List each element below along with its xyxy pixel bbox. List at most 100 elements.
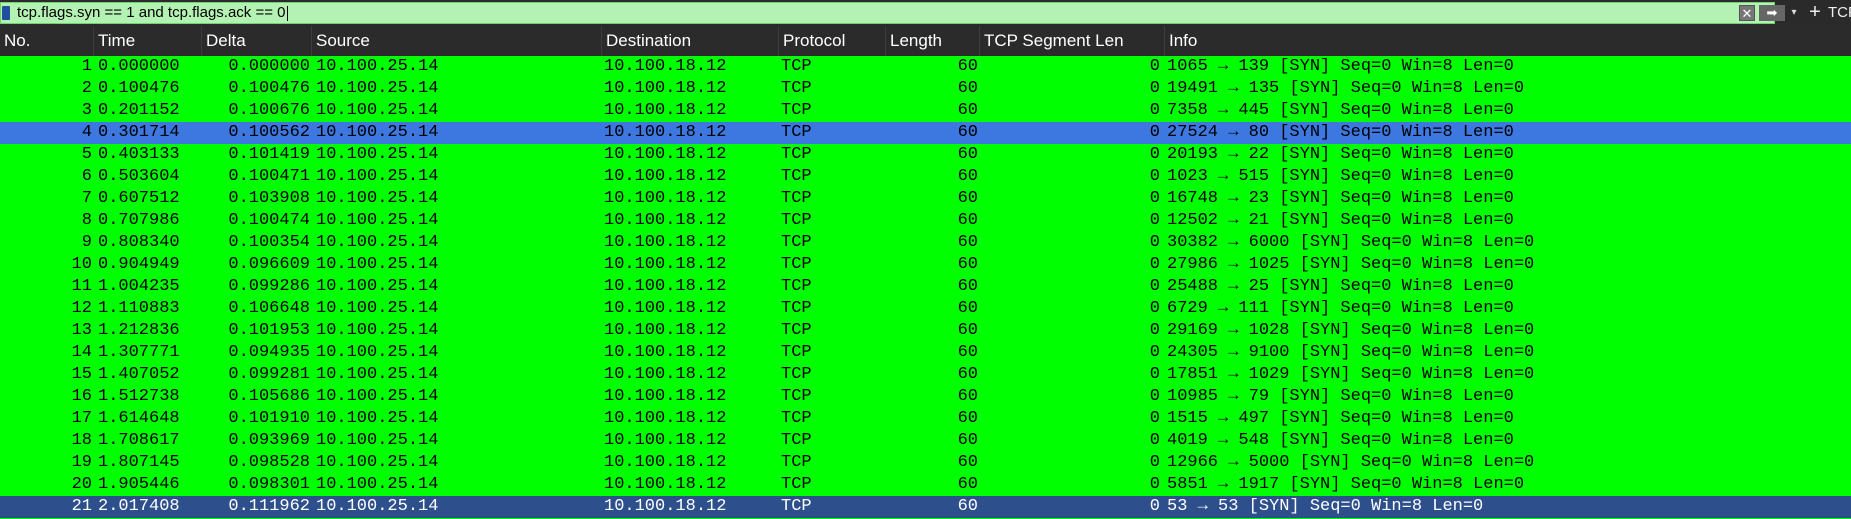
packet-row[interactable]: 16 1.512738 0.105686 10.100.25.14 10.100.18.… (0, 386, 1851, 408)
packet-row[interactable]: 11 1.004235 0.099286 10.100.25.14 10.100.18.… (0, 276, 1851, 298)
packet-destination: 10.100.18.12 (604, 475, 727, 494)
packet-protocol: TCP (781, 453, 812, 472)
packet-row[interactable]: 6 0.503604 0.100471 10.100.25.14 10.100.18.1… (0, 166, 1851, 188)
filter-history-dropdown-icon[interactable]: ▾ (1791, 7, 1797, 18)
filter-bookmark-icon[interactable] (2, 6, 10, 20)
packet-protocol: TCP (781, 387, 812, 406)
packet-delta: 0.094935 (228, 343, 310, 362)
packet-length: 60 (957, 233, 978, 252)
packet-tcp-segment-len: 0 (1149, 299, 1160, 318)
packet-time: 1.110883 (98, 299, 180, 318)
column-header-no[interactable]: No. (0, 26, 94, 56)
packet-length: 60 (957, 409, 978, 428)
packet-delta: 0.000000 (228, 57, 310, 76)
packet-length: 60 (957, 255, 978, 274)
packet-row[interactable]: 19 1.807145 0.098528 10.100.25.14 10.100.18.… (0, 452, 1851, 474)
packet-delta: 0.096609 (228, 255, 310, 274)
packet-delta: 0.101910 (228, 409, 310, 428)
packet-row[interactable]: 7 0.607512 0.103908 10.100.25.14 10.100.18.1… (0, 188, 1851, 210)
packet-source: 10.100.25.14 (316, 343, 439, 362)
packet-row[interactable]: 4 0.301714 0.100562 10.100.25.14 10.100.18.1… (0, 122, 1851, 144)
filter-button-tcp[interactable]: TCP (1828, 4, 1851, 21)
packet-row[interactable]: 13 1.212836 0.101953 10.100.25.14 10.100.18.… (0, 320, 1851, 342)
packet-number: 5 (81, 145, 92, 164)
packet-delta: 0.100471 (228, 167, 310, 186)
packet-protocol: TCP (781, 365, 812, 384)
column-header-tcp-segment-len[interactable]: TCP Segment Len (980, 26, 1165, 56)
packet-delta: 0.106648 (228, 299, 310, 318)
packet-source: 10.100.25.14 (316, 453, 439, 472)
packet-number: 3 (81, 101, 92, 120)
packet-destination: 10.100.18.12 (604, 255, 727, 274)
packet-tcp-segment-len: 0 (1149, 277, 1160, 296)
column-header-protocol[interactable]: Protocol (779, 26, 886, 56)
packet-protocol: TCP (781, 255, 812, 274)
packet-info: 20193 → 22 [SYN] Seq=0 Win=8 Len=0 (1167, 145, 1514, 164)
packet-row[interactable]: 2 0.100476 0.100476 10.100.25.14 10.100.18.1… (0, 78, 1851, 100)
packet-row[interactable]: 20 1.905446 0.098301 10.100.25.14 10.100.18.… (0, 474, 1851, 496)
packet-destination: 10.100.18.12 (604, 453, 727, 472)
packet-length: 60 (957, 57, 978, 76)
packet-destination: 10.100.18.12 (604, 233, 727, 252)
packet-row[interactable]: 12 1.110883 0.106648 10.100.25.14 10.100.18.… (0, 298, 1851, 320)
packet-row[interactable]: 8 0.707986 0.100474 10.100.25.14 10.100.18.1… (0, 210, 1851, 232)
column-header-length[interactable]: Length (886, 26, 980, 56)
apply-filter-icon[interactable]: ➡ (1759, 5, 1785, 21)
column-header-info[interactable]: Info (1169, 31, 1198, 50)
packet-row[interactable]: 18 1.708617 0.093969 10.100.25.14 10.100.18.… (0, 430, 1851, 452)
packet-time: 0.904949 (98, 255, 180, 274)
packet-number: 16 (71, 387, 92, 406)
packet-destination: 10.100.18.12 (604, 101, 727, 120)
packet-protocol: TCP (781, 321, 812, 340)
packet-row[interactable]: 14 1.307771 0.094935 10.100.25.14 10.100.18.… (0, 342, 1851, 364)
packet-info: 5851 → 1917 [SYN] Seq=0 Win=8 Len=0 (1167, 475, 1525, 494)
packet-row[interactable]: 15 1.407052 0.099281 10.100.25.14 10.100.18.… (0, 364, 1851, 386)
packet-delta: 0.100676 (228, 101, 310, 120)
packet-protocol: TCP (781, 167, 812, 186)
column-header-source[interactable]: Source (312, 26, 602, 56)
packet-tcp-segment-len: 0 (1149, 453, 1160, 472)
packet-time: 1.307771 (98, 343, 180, 362)
packet-source: 10.100.25.14 (316, 123, 439, 142)
packet-row[interactable]: 5 0.403133 0.101419 10.100.25.14 10.100.18.1… (0, 144, 1851, 166)
packet-info: 4019 → 548 [SYN] Seq=0 Win=8 Len=0 (1167, 431, 1514, 450)
packet-source: 10.100.25.14 (316, 57, 439, 76)
packet-source: 10.100.25.14 (316, 387, 439, 406)
packet-tcp-segment-len: 0 (1149, 189, 1160, 208)
column-header-time[interactable]: Time (94, 26, 202, 56)
packet-info: 30382 → 6000 [SYN] Seq=0 Win=8 Len=0 (1167, 233, 1535, 252)
packet-destination: 10.100.18.12 (604, 189, 727, 208)
clear-filter-icon[interactable]: ✕ (1739, 5, 1755, 21)
packet-length: 60 (957, 321, 978, 340)
packet-length: 60 (957, 497, 978, 516)
packet-tcp-segment-len: 0 (1149, 211, 1160, 230)
packet-info: 1065 → 139 [SYN] Seq=0 Win=8 Len=0 (1167, 57, 1514, 76)
packet-row[interactable]: 17 1.614648 0.101910 10.100.25.14 10.100.18.… (0, 408, 1851, 430)
packet-row[interactable]: 10 0.904949 0.096609 10.100.25.14 10.100.18.… (0, 254, 1851, 276)
packet-source: 10.100.25.14 (316, 101, 439, 120)
add-filter-button-icon[interactable]: + (1809, 1, 1821, 23)
packet-row[interactable]: 21 2.017408 0.111962 10.100.25.14 10.100.18.… (0, 496, 1851, 518)
packet-row[interactable]: 1 0.000000 0.000000 10.100.25.14 10.100.18.1… (0, 56, 1851, 78)
packet-protocol: TCP (781, 79, 812, 98)
packet-time: 0.301714 (98, 123, 180, 142)
column-header-destination[interactable]: Destination (602, 26, 779, 56)
packet-number: 21 (71, 497, 92, 516)
column-header-delta[interactable]: Delta (202, 26, 312, 56)
packet-source: 10.100.25.14 (316, 233, 439, 252)
packet-delta: 0.105686 (228, 387, 310, 406)
packet-length: 60 (957, 189, 978, 208)
packet-row[interactable]: 9 0.808340 0.100354 10.100.25.14 10.100.18.1… (0, 232, 1851, 254)
packet-number: 4 (81, 123, 92, 142)
packet-protocol: TCP (781, 145, 812, 164)
packet-row[interactable]: 3 0.201152 0.100676 10.100.25.14 10.100.18.1… (0, 100, 1851, 122)
packet-time: 1.905446 (98, 475, 180, 494)
packet-delta: 0.099286 (228, 277, 310, 296)
packet-length: 60 (957, 145, 978, 164)
packet-time: 0.100476 (98, 79, 180, 98)
packet-time: 1.512738 (98, 387, 180, 406)
display-filter-input[interactable]: tcp.flags.syn == 1 and tcp.flags.ack == … (0, 2, 1797, 24)
packet-protocol: TCP (781, 431, 812, 450)
packet-number: 17 (71, 409, 92, 428)
packet-tcp-segment-len: 0 (1149, 343, 1160, 362)
